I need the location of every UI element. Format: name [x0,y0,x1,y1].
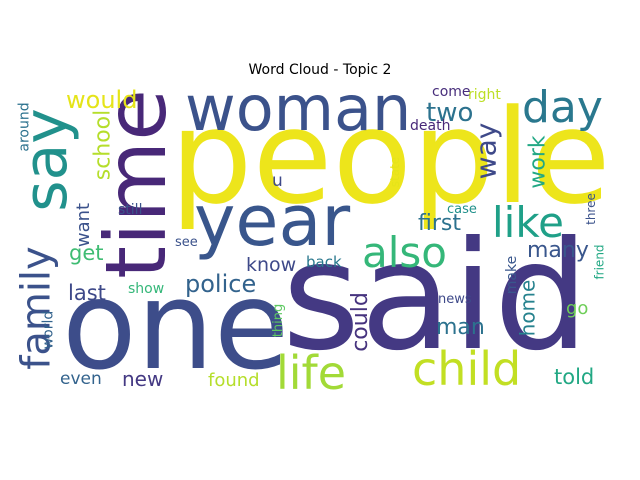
word-two: two [426,98,474,128]
word-know: know [246,254,297,276]
word-thing: thing [270,303,286,337]
word-go: go [566,298,589,319]
word-world: world [39,310,56,350]
word-back: back [306,253,342,271]
word-found: found [208,370,260,391]
word-man: man [436,315,485,340]
word-still: still [118,202,143,218]
word-said: said [282,210,589,384]
word-get: get [69,241,104,265]
word-life: life [276,346,347,400]
word-come: come [432,84,471,100]
word-people: people [170,81,611,233]
word-family: family [13,246,60,370]
word-want: want [73,202,95,248]
word-state: state [388,156,403,188]
word-one: one [62,255,290,397]
word-year: year [194,180,351,262]
word-show: show [128,281,165,297]
word-make: make [504,255,521,295]
word-friend: friend [592,244,607,280]
word-also: also [362,228,447,277]
word-three: three [583,193,598,225]
word-many: many [527,238,589,263]
word-like: like [492,198,565,247]
word-school: school [89,109,115,181]
word-could: could [347,292,373,352]
word-woman: woman [185,72,412,145]
word-around: around [16,102,33,152]
word-new: new [122,367,164,391]
word-last: last [68,281,106,305]
word-told: told [554,365,595,389]
word-work: work [525,135,551,189]
word-right: right [468,87,501,103]
word-death: death [410,118,451,134]
word-day: day [522,82,603,133]
word-case: case [447,202,477,217]
word-see: see [175,235,198,250]
word-child: child [412,342,522,396]
word-even: even [60,369,102,389]
word-news: news [438,292,472,307]
plot-title: Word Cloud - Topic 2 [248,62,392,78]
word-would: would [66,86,138,114]
word-way: way [468,122,502,180]
word-u: u [272,171,283,191]
word-first: first [418,211,461,236]
word-police: police [185,270,257,298]
